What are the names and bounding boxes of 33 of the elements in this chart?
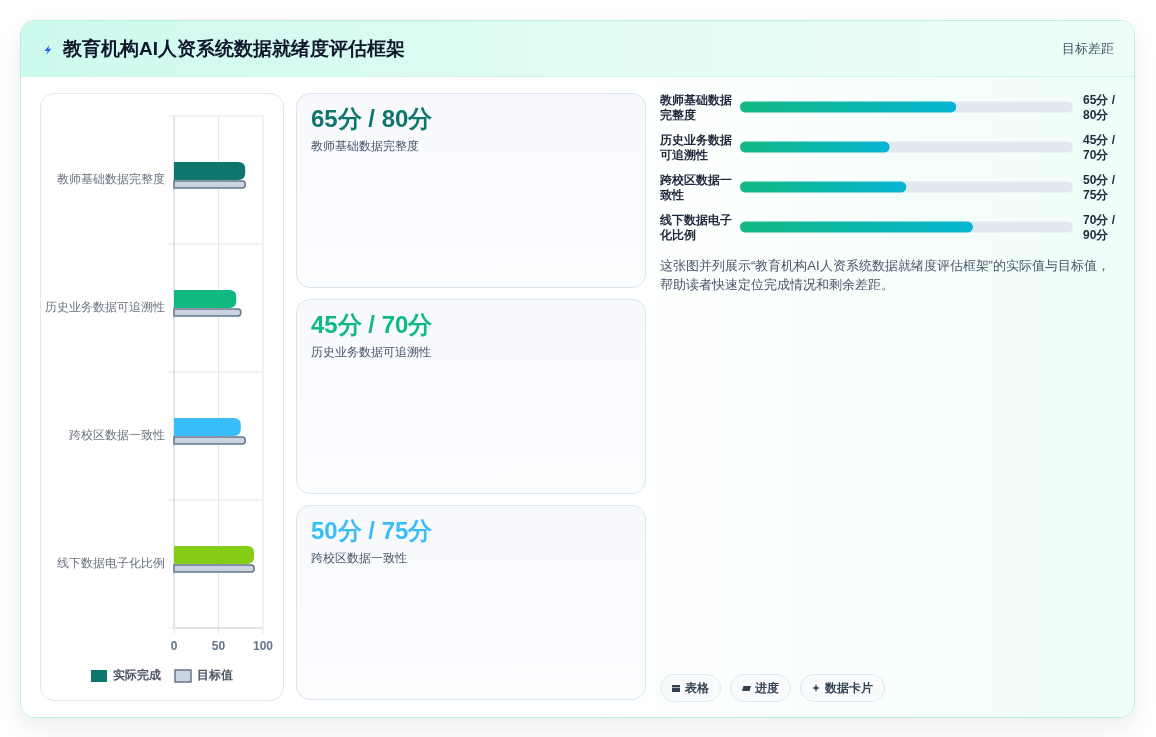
x-tick-label: 100 xyxy=(252,639,274,653)
data-label: 70分 / 90分 xyxy=(1083,213,1116,243)
x-tick-label: 50 xyxy=(211,639,226,653)
bar xyxy=(174,418,241,436)
text: 50分 / 75分 xyxy=(311,517,433,544)
y-tick-label: 跨校区数据一致性 xyxy=(660,173,733,203)
text: 45分 / 70分 xyxy=(311,311,433,338)
y-tick-label: 教师基础数据完整度 xyxy=(660,93,733,123)
bar xyxy=(174,162,246,180)
chart-title: 教育机构AI人资系统数据就绪度评估框架 xyxy=(63,37,405,61)
button: 进度 xyxy=(730,674,791,702)
y-tick-label: 教师基础数据完整度 xyxy=(57,172,165,186)
data-label: 65分 / 80分 xyxy=(1083,93,1116,123)
y-tick-label: 线下数据电子化比例 xyxy=(660,213,733,243)
button: 表格 xyxy=(660,674,721,702)
bar xyxy=(174,290,237,308)
category-label: 历史业务数据可追溯性 xyxy=(311,344,431,360)
y-tick-label: 跨校区数据一致性 xyxy=(69,429,165,442)
chart-subtitle: 目标差距 xyxy=(1062,40,1114,58)
category-label: 教师基础数据完整度 xyxy=(311,138,419,154)
category-label: 跨校区数据一致性 xyxy=(311,550,407,566)
y-tick-label: 历史业务数据可追溯性 xyxy=(45,301,165,314)
bar xyxy=(174,546,255,564)
x-tick-label: 0 xyxy=(170,639,178,653)
y-tick-label: 历史业务数据可追溯性 xyxy=(660,133,733,163)
text: 65分 / 80分 xyxy=(311,105,433,132)
legend-label: 实际完成 xyxy=(113,668,161,683)
text: 这张图并列展示“教育机构AI人资系统数据就绪度评估框架”的实际值与目标值，帮助读者快速定位完成情况和剩余差距。 xyxy=(660,257,1111,294)
data-label: 45分 / 70分 xyxy=(1083,133,1116,163)
legend-label: 目标值 xyxy=(197,668,233,683)
data-label: 50分 / 75分 xyxy=(1083,173,1116,203)
button: 数据卡片 xyxy=(800,674,885,702)
y-tick-label: 线下数据电子化比例 xyxy=(57,557,165,570)
